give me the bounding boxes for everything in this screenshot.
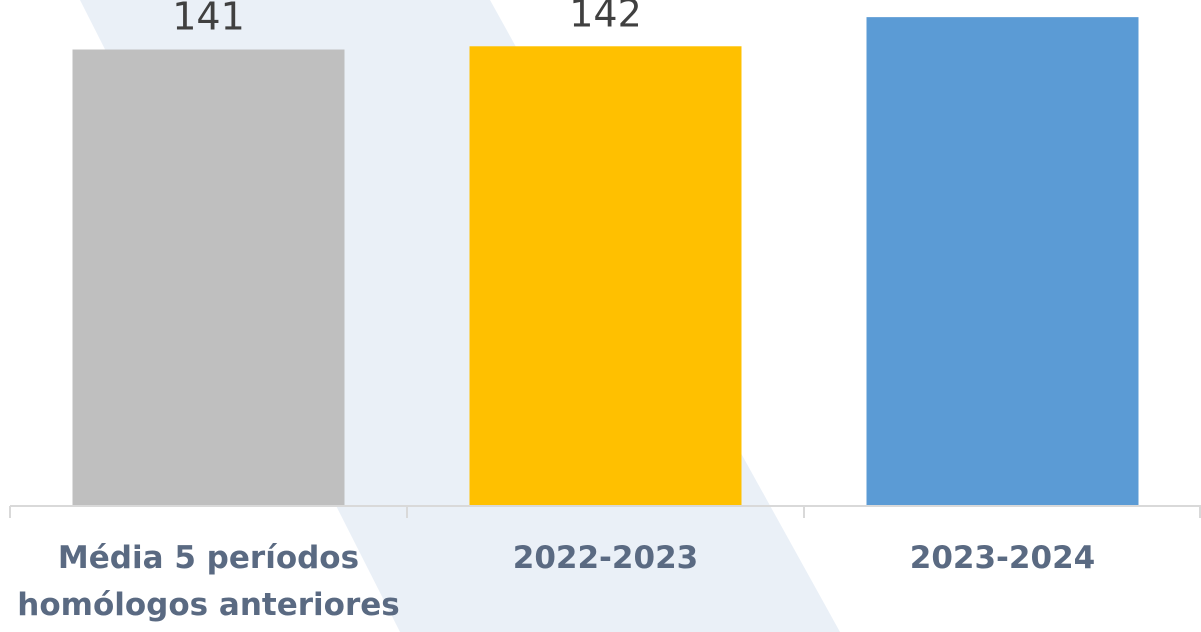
data-label-2: 142 bbox=[569, 0, 642, 35]
x-axis bbox=[9, 505, 1201, 518]
labels-layer: 141 Média 5 períodos homólogos anteriores 1… bbox=[17, 0, 1095, 623]
bars-layer bbox=[72, 17, 1139, 507]
data-label-1: 141 bbox=[172, 0, 245, 39]
category-label-2: 2022-2023 bbox=[513, 540, 698, 576]
category-label-1: Média 5 períodos homólogos anteriores bbox=[17, 540, 399, 623]
data-label-3: 151 bbox=[966, 0, 1039, 6]
bar-3 bbox=[866, 17, 1139, 506]
category-label-3: 2023-2024 bbox=[910, 540, 1095, 576]
bar-1 bbox=[72, 49, 345, 506]
bar-2 bbox=[469, 46, 742, 507]
